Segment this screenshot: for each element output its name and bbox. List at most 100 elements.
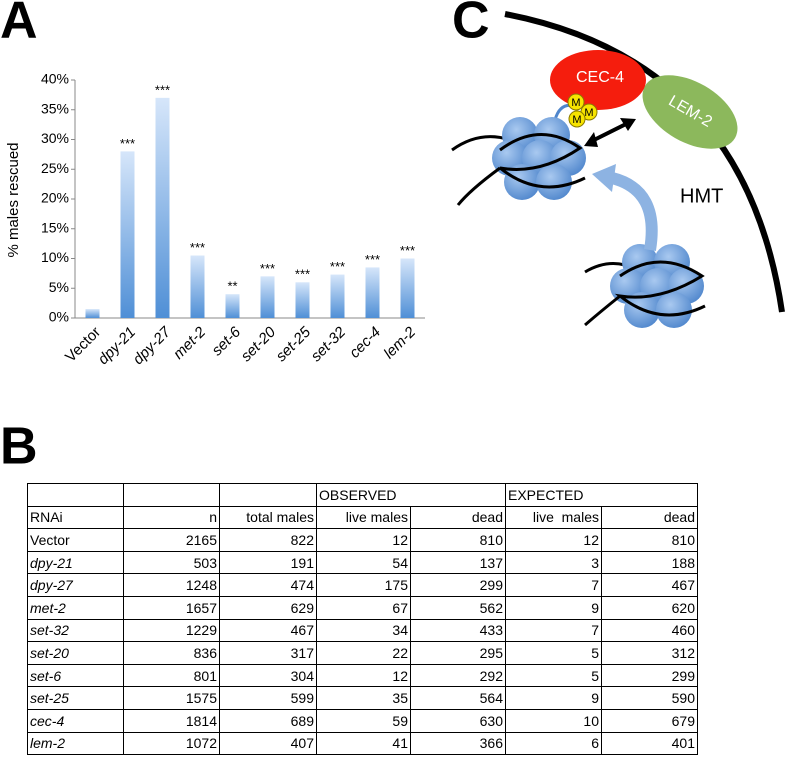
significance: *** xyxy=(120,136,135,151)
table-row: lem-2 1072 407 41 366 6 401 xyxy=(27,731,698,756)
x-tick-label: set-20 xyxy=(238,323,280,365)
cell: 59 xyxy=(316,708,411,733)
cell: met-2 xyxy=(27,595,124,620)
significance: ** xyxy=(227,279,237,294)
table-row: RNAi n total males live males dead live males… xyxy=(27,505,698,530)
cell: 9 xyxy=(505,595,602,620)
y-tick-label: 15% xyxy=(41,219,69,235)
cell: 299 xyxy=(410,573,506,597)
node-label: M xyxy=(572,114,581,126)
table-row: dpy-21 503 191 54 137 3 188 xyxy=(27,550,698,575)
cell xyxy=(27,483,124,507)
y-tick-label: 35% xyxy=(41,100,69,116)
cell: 467 xyxy=(601,573,698,597)
cell: set-25 xyxy=(27,686,124,710)
cell: OBSERVED xyxy=(316,483,506,507)
cell: set-32 xyxy=(27,618,124,643)
cell: 433 xyxy=(410,618,506,643)
cell: 35 xyxy=(316,686,411,710)
cell: set-6 xyxy=(27,663,124,688)
cell: 9 xyxy=(505,686,602,710)
cell: 7 xyxy=(505,573,602,597)
significance: *** xyxy=(260,261,275,276)
bar xyxy=(400,258,415,318)
cell: 679 xyxy=(601,708,698,733)
cell: 295 xyxy=(410,641,506,665)
cell: cec-4 xyxy=(27,708,124,733)
y-tick-label: 30% xyxy=(41,130,69,146)
cell: 1072 xyxy=(123,731,220,756)
cell: 12 xyxy=(505,528,602,552)
double-arrow xyxy=(589,120,631,144)
table-row: set-6 801 304 12 292 5 299 xyxy=(27,663,698,688)
nucleosome xyxy=(451,117,586,206)
cell: dead xyxy=(601,505,698,530)
cell: 34 xyxy=(316,618,411,643)
significance: *** xyxy=(190,240,205,255)
cell: 7 xyxy=(505,618,602,643)
cell: 629 xyxy=(219,595,317,620)
cell: set-20 xyxy=(27,641,124,665)
node-label: M xyxy=(571,97,580,109)
hmt-arrow xyxy=(610,172,658,251)
cell: 6 xyxy=(505,731,602,756)
panel-label: C xyxy=(452,0,490,50)
bar-chart: 0%5%10%15%20%25%30%35%40%Vectordpy-21***… xyxy=(41,71,425,368)
cell: 590 xyxy=(601,686,698,710)
bar xyxy=(295,282,310,318)
cell: 188 xyxy=(601,550,698,575)
cell: dpy-27 xyxy=(27,573,124,597)
cell: 41 xyxy=(316,731,411,756)
cell: 67 xyxy=(316,595,411,620)
cell: 810 xyxy=(601,528,698,552)
cell: 460 xyxy=(601,618,698,643)
table-row: dpy-27 1248 474 175 299 7 467 xyxy=(27,573,698,597)
table-row: set-25 1575 599 35 564 9 590 xyxy=(27,686,698,710)
data-table: OBSERVED EXPECTED RNAi n total males live mal… xyxy=(27,483,698,756)
cell: total males xyxy=(219,505,317,530)
bar xyxy=(365,267,380,318)
x-tick-label: lem-2 xyxy=(381,323,420,362)
y-tick-label: 0% xyxy=(49,309,69,325)
cell: live males xyxy=(316,505,411,530)
cell: 810 xyxy=(410,528,506,552)
cell: 562 xyxy=(410,595,506,620)
cell: 191 xyxy=(219,550,317,575)
table-row: Vector 2165 822 12 810 12 810 xyxy=(27,528,698,552)
significance: *** xyxy=(330,259,345,274)
cell: 366 xyxy=(410,731,506,756)
lem2-shape xyxy=(642,75,738,149)
cell: 503 xyxy=(123,550,220,575)
y-tick-label: 40% xyxy=(41,71,69,87)
double-arrow-heads xyxy=(584,118,636,147)
y-tick-label: 5% xyxy=(49,279,69,295)
cell: 564 xyxy=(410,686,506,710)
nucleosome xyxy=(584,244,706,328)
cell: 3 xyxy=(505,550,602,575)
x-tick-label: set-25 xyxy=(273,323,315,365)
cell: 401 xyxy=(601,731,698,756)
cell: 822 xyxy=(219,528,317,552)
bar xyxy=(260,276,275,318)
node-label: M xyxy=(584,107,593,119)
cell: lem-2 xyxy=(27,731,124,756)
cell: 689 xyxy=(219,708,317,733)
significance: *** xyxy=(400,243,415,258)
cell xyxy=(219,483,317,507)
cell: 304 xyxy=(219,663,317,688)
bar xyxy=(330,274,345,318)
cell: dpy-21 xyxy=(27,550,124,575)
cell: 630 xyxy=(410,708,506,733)
cell: 1814 xyxy=(123,708,220,733)
cell: 1229 xyxy=(123,618,220,643)
node-label: CEC-4 xyxy=(576,69,624,86)
cell: RNAi xyxy=(27,505,124,530)
x-tick-label: set-32 xyxy=(308,323,350,365)
cell: n xyxy=(123,505,220,530)
y-tick-label: 20% xyxy=(41,190,69,206)
cell: 292 xyxy=(410,663,506,688)
cell: dead xyxy=(410,505,506,530)
cell xyxy=(123,483,220,507)
diagram: LEM-2 CEC-4 M M M xyxy=(451,11,785,328)
